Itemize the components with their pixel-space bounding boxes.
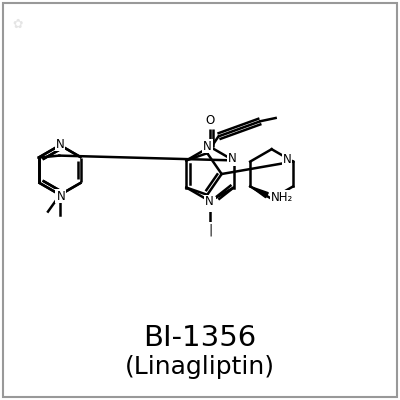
Text: N: N [206,198,215,211]
Text: N: N [205,196,214,208]
Polygon shape [250,186,268,198]
Text: O: O [205,196,214,208]
Text: N: N [283,153,292,166]
Text: N: N [228,152,236,165]
Text: BI-1356: BI-1356 [143,324,257,352]
Text: (Linagliptin): (Linagliptin) [125,355,275,379]
Text: NH₂: NH₂ [271,191,293,204]
Text: N: N [56,190,65,202]
Text: N: N [203,140,212,152]
Text: |: | [208,224,212,236]
Text: ✿: ✿ [13,18,23,30]
Text: O: O [205,114,215,126]
Text: N: N [56,138,64,150]
